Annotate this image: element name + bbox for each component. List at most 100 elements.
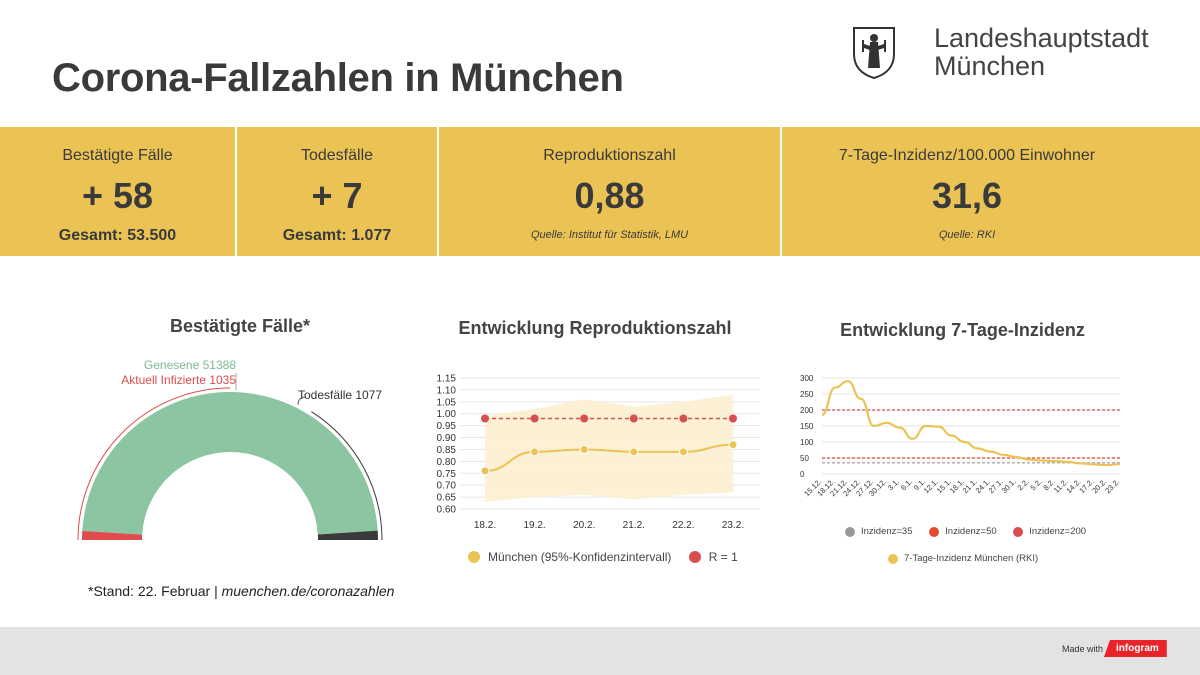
kpi-deaths-value: + 7 — [311, 175, 363, 216]
r-x-tick-label: 22.2. — [672, 520, 694, 531]
r-y-tick-label: 0.60 — [437, 505, 457, 516]
r-muenchen-point — [728, 440, 738, 450]
legend-dot-series — [888, 553, 898, 564]
r-confidence-band — [485, 394, 733, 502]
kpi-deaths-total: Gesamt: 1.077 — [282, 227, 392, 244]
gauge-label-deaths: Todesfälle 1077 — [298, 388, 382, 402]
kpi-deaths: Todesfälle + 7 Gesamt: 1.077 — [237, 127, 437, 256]
r1-point — [481, 414, 489, 423]
r-chart-legend: München (95%-Konfidenzintervall) R = 1 — [468, 550, 752, 566]
gauge-infected-outline — [77, 387, 231, 541]
incidence-y-tick-label: 300 — [800, 374, 814, 383]
gauge-segment-infected — [82, 531, 143, 540]
incidence-chart: 30025020015010050015.12.18.12.21.12.24.1… — [800, 374, 1121, 498]
legend-item-inz35: Inzidenz=35 — [845, 526, 913, 537]
r-chart: 1.151.101.051.000.950.900.850.800.750.70… — [437, 374, 760, 531]
logo-line-1: Landeshauptstadt — [934, 23, 1149, 53]
legend-dot-inz50 — [929, 526, 940, 537]
kpi-confirmed-label: Bestätigte Fälle — [62, 147, 173, 164]
kpi-incidence-value: 31,6 — [931, 175, 1003, 216]
kpi-reproduction-value: 0,88 — [574, 175, 645, 216]
r-y-tick-label: 1.10 — [437, 385, 457, 396]
legend-dot-muenchen — [468, 551, 480, 563]
kpi-reproduction: Reproduktionszahl 0,88 Quelle: Institut … — [439, 127, 780, 256]
r-x-tick-label: 20.2. — [573, 520, 595, 531]
kpi-incidence-source: Quelle: RKI — [938, 229, 996, 241]
kpi-incidence-label: 7-Tage-Inzidenz/100.000 Einwohner — [838, 147, 1096, 164]
kpi-divider — [235, 127, 237, 256]
kpi-confirmed-value: + 58 — [81, 175, 154, 216]
r-y-tick-label: 0.95 — [437, 421, 457, 432]
r-muenchen-point — [629, 447, 639, 457]
incidence-chart-title: Entwicklung 7-Tage-Inzidenz — [840, 320, 1085, 340]
legend-item-muenchen: München (95%-Konfidenzintervall) — [468, 550, 671, 564]
legend-label-series: 7-Tage-Inzidenz München (RKI) — [904, 553, 1039, 564]
infogram-badge[interactable]: infogram — [1104, 640, 1167, 657]
r-muenchen-point — [678, 447, 688, 457]
legend-item-series: 7-Tage-Inzidenz München (RKI) — [888, 553, 1038, 564]
gauge-segment-deaths — [317, 530, 378, 540]
legend-dot-r1 — [688, 551, 701, 563]
r-y-tick-label: 1.05 — [437, 397, 457, 408]
kpi-band: Bestätigte Fälle + 58 Gesamt: 53.500 Tod… — [0, 127, 1200, 256]
kpi-reproduction-label: Reproduktionszahl — [543, 147, 676, 164]
r1-point — [679, 414, 688, 423]
kpi-deaths-label: Todesfälle — [300, 147, 374, 164]
footnote-text: *Stand: 22. Februar | — [88, 583, 222, 599]
r-muenchen-point — [579, 444, 589, 454]
r-muenchen-point — [480, 466, 490, 476]
r-y-tick-label: 1.15 — [437, 374, 457, 385]
incidence-y-tick-label: 100 — [800, 438, 814, 447]
incidence-y-tick-label: 0 — [800, 470, 805, 479]
legend-label-r1: R = 1 — [708, 550, 738, 564]
r-x-tick-label: 21.2. — [623, 520, 645, 531]
r1-point — [530, 414, 539, 423]
r-y-tick-label: 0.70 — [437, 481, 457, 492]
r-muenchen-point — [530, 447, 540, 457]
munich-coat-of-arms-logo — [853, 27, 895, 80]
incidence-x-tick-label: 23.2. — [1103, 477, 1121, 495]
r1-point — [580, 414, 589, 423]
gauge-segment-recovered — [82, 392, 378, 535]
r-y-tick-label: 0.85 — [437, 445, 457, 456]
legend-label-inz50: Inzidenz=50 — [945, 526, 997, 537]
kpi-confirmed-cases: Bestätigte Fälle + 58 Gesamt: 53.500 — [0, 127, 235, 256]
r-y-tick-label: 0.65 — [437, 493, 457, 504]
r-y-tick-label: 0.80 — [437, 457, 457, 468]
kpi-divider — [780, 127, 782, 256]
footnote-link[interactable]: muenchen.de/coronazahlen — [221, 583, 395, 599]
legend-label-inz35: Inzidenz=35 — [861, 526, 913, 537]
legend-item-r1: R = 1 — [688, 550, 738, 564]
incidence-y-tick-label: 200 — [800, 406, 814, 415]
page-title: Corona-Fallzahlen in München — [52, 56, 624, 100]
r-y-tick-label: 0.90 — [437, 433, 457, 444]
legend-item-inz200: Inzidenz=200 — [1013, 526, 1086, 537]
r-x-tick-label: 23.2. — [722, 520, 744, 531]
made-with-text: Made with — [1062, 644, 1104, 654]
r-chart-title: Entwicklung Reproduktionszahl — [458, 318, 732, 338]
footer-bar — [0, 627, 1200, 675]
legend-item-inz50: Inzidenz=50 — [929, 526, 997, 537]
footnote: *Stand: 22. Februar | muenchen.de/corona… — [88, 583, 394, 599]
gauge-leader-line-deaths — [297, 396, 307, 406]
r-x-tick-label: 18.2. — [474, 520, 496, 531]
gauge-chart: Genesene 51388 Aktuell Infizierte 1035 T… — [77, 358, 383, 541]
gauge-label-infected: Aktuell Infizierte 1035 — [121, 373, 236, 387]
incidence-legend: Inzidenz=35 Inzidenz=50 Inzidenz=200 — [845, 526, 1100, 540]
legend-dot-inz200 — [1013, 526, 1024, 537]
gauge-deaths-outline — [311, 411, 383, 541]
kpi-incidence: 7-Tage-Inzidenz/100.000 Einwohner 31,6 Q… — [782, 127, 1152, 256]
incidence-series-line — [821, 380, 1121, 467]
incidence-legend-series: 7-Tage-Inzidenz München (RKI) — [888, 553, 1052, 567]
gauge-title: Bestätigte Fälle* — [169, 316, 311, 336]
incidence-y-tick-label: 150 — [800, 422, 814, 431]
gauge-label-recovered: Genesene 51388 — [144, 358, 236, 372]
kpi-divider — [437, 127, 439, 256]
incidence-y-tick-label: 250 — [800, 390, 814, 399]
logo-text: Landeshauptstadt München — [934, 24, 1149, 80]
logo-line-2: München — [934, 51, 1046, 81]
legend-label-inz200: Inzidenz=200 — [1029, 526, 1087, 537]
r-y-tick-label: 0.75 — [437, 469, 457, 480]
r-x-tick-label: 19.2. — [523, 520, 545, 531]
kpi-reproduction-source: Quelle: Institut für Statistik, LMU — [530, 229, 689, 241]
